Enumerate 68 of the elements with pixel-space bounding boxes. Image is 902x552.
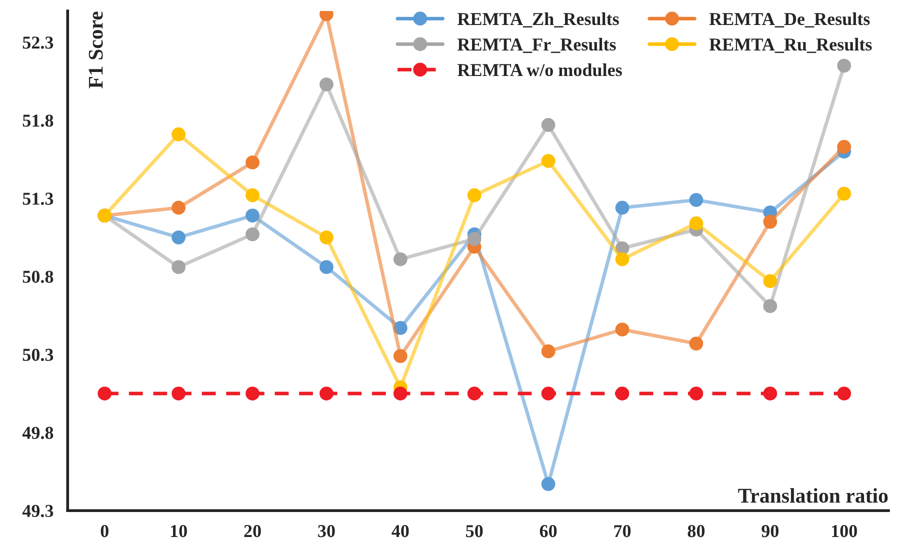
x-tick-label: 90 — [762, 525, 778, 538]
legend-label: REMTA w/o modules — [457, 63, 622, 76]
point — [541, 344, 556, 358]
y-axis-title: F1 Score — [88, 12, 103, 88]
y-tick-label: 50.3 — [22, 348, 54, 362]
point — [689, 336, 704, 351]
y-tick-label: 50.8 — [22, 270, 54, 283]
point — [246, 156, 260, 170]
point — [541, 154, 556, 168]
x-tick-label: 0 — [100, 525, 108, 538]
point — [541, 477, 556, 492]
x-tick-label: 100 — [832, 525, 857, 538]
x-tick-label: 50 — [466, 525, 483, 538]
point — [320, 260, 334, 274]
y-tick-label: 49.3 — [22, 504, 54, 518]
point — [172, 230, 186, 244]
legend-label: REMTA_De_Results — [709, 12, 870, 28]
point — [541, 118, 556, 132]
point — [763, 274, 778, 288]
y-tick-label: 49.8 — [22, 426, 54, 440]
point — [172, 260, 186, 274]
point — [246, 208, 260, 222]
x-axis-title: Translation ratio — [738, 488, 888, 503]
point — [98, 386, 112, 400]
x-tick-label: 30 — [318, 525, 335, 538]
point — [689, 192, 704, 207]
x-tick-label: 20 — [244, 525, 261, 538]
point — [837, 140, 852, 154]
point — [467, 188, 482, 202]
point — [615, 322, 630, 336]
y-tick-label: 51.3 — [22, 192, 54, 205]
point — [689, 386, 704, 400]
point — [689, 216, 704, 230]
x-tick-label: 10 — [170, 525, 187, 538]
point — [467, 386, 482, 400]
legend-label: REMTA_Zh_Results — [457, 12, 619, 28]
point — [467, 232, 482, 246]
point — [615, 200, 630, 215]
x-tick-label: 80 — [688, 525, 705, 538]
point — [615, 386, 630, 400]
x-tick-label: 60 — [540, 525, 557, 538]
x-tick-label: 70 — [614, 525, 631, 538]
point — [763, 299, 778, 314]
point — [246, 386, 260, 400]
point — [172, 127, 186, 142]
point — [172, 386, 186, 400]
point — [837, 386, 852, 400]
point — [393, 321, 408, 335]
point — [763, 214, 778, 229]
point — [246, 227, 260, 242]
y-tick-label: 51.8 — [22, 114, 54, 127]
x-tick-label: 40 — [392, 525, 409, 538]
point — [320, 230, 334, 244]
point — [615, 252, 630, 266]
point — [541, 386, 556, 400]
y-tick-label: 52.3 — [22, 36, 54, 49]
legend-label: REMTA_Fr_Results — [457, 38, 616, 53]
point — [246, 188, 260, 202]
point — [393, 252, 408, 266]
point — [320, 386, 334, 400]
point — [393, 349, 408, 363]
point — [172, 200, 186, 215]
point — [837, 186, 852, 201]
legend-label: REMTA_Ru_Results — [709, 38, 872, 53]
point — [763, 386, 778, 400]
point — [320, 77, 334, 92]
point — [837, 58, 852, 73]
point — [393, 386, 408, 400]
